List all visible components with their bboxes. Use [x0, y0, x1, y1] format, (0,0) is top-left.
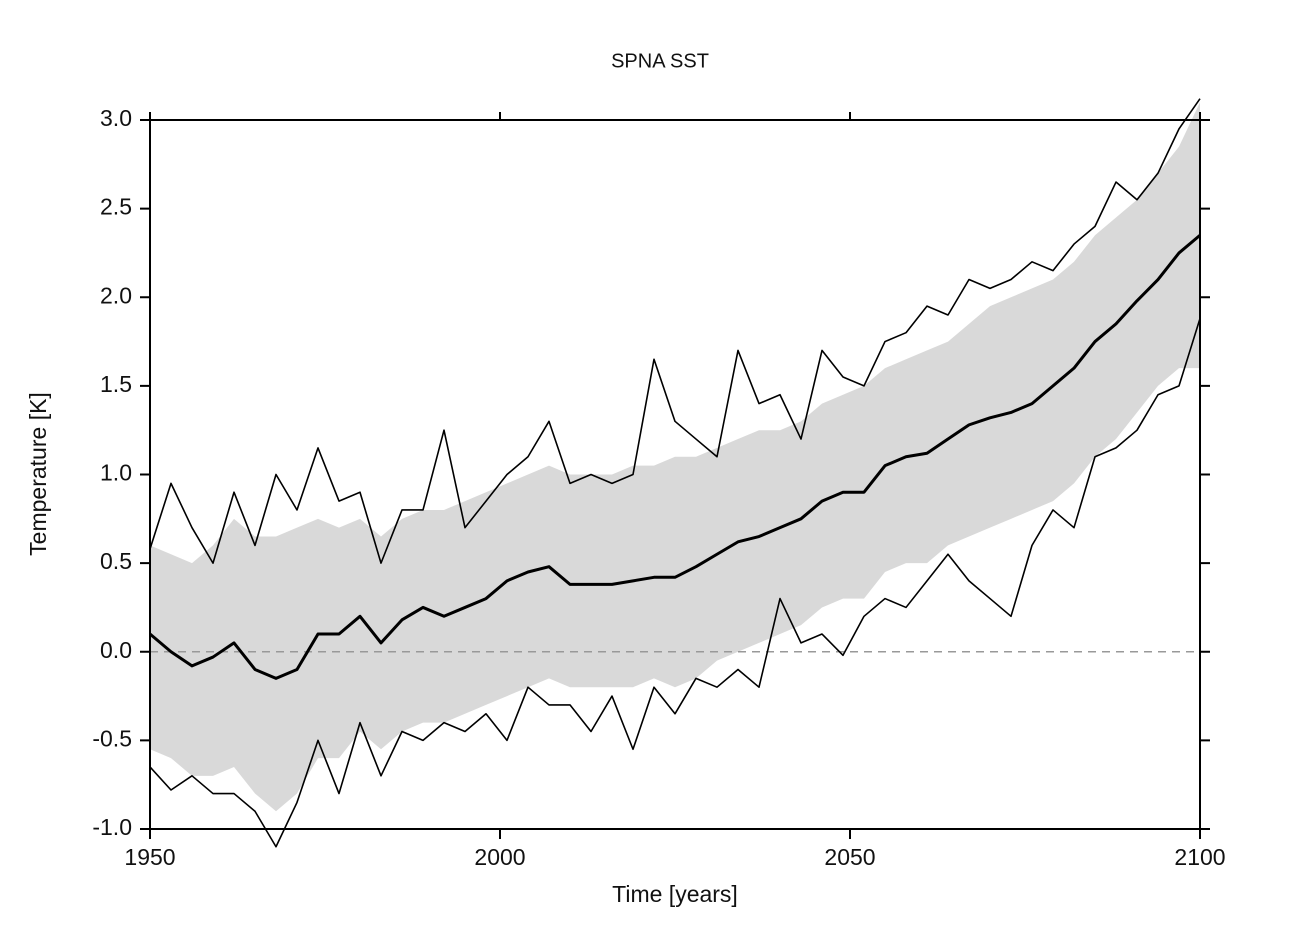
series-line — [149, 234, 1201, 680]
chart-title: SPNA SST — [611, 50, 709, 72]
y-tick-label: 1.5 — [100, 371, 132, 397]
y-tick-label: 2.0 — [100, 282, 132, 308]
y-tick-label: 0.5 — [100, 548, 132, 574]
series-line — [149, 318, 1201, 848]
series-line — [149, 98, 1201, 564]
y-tick-label: 1.0 — [100, 460, 132, 486]
y-tick-label: -1.0 — [92, 814, 132, 840]
y-tick-label: 3.0 — [100, 105, 132, 131]
x-tick-label: 2000 — [474, 844, 525, 870]
spread-band — [150, 102, 1200, 812]
y-tick-label: 0.0 — [100, 637, 132, 663]
x-tick-label: 2050 — [824, 844, 875, 870]
y-tick-label: 2.5 — [100, 194, 132, 220]
y-tick-label: -0.5 — [92, 725, 132, 751]
x-tick-label: 1950 — [124, 844, 175, 870]
y-axis-label: Temperature [K] — [25, 392, 51, 556]
x-axis-label: Time [years] — [612, 881, 738, 907]
x-tick-label: 2100 — [1174, 844, 1225, 870]
